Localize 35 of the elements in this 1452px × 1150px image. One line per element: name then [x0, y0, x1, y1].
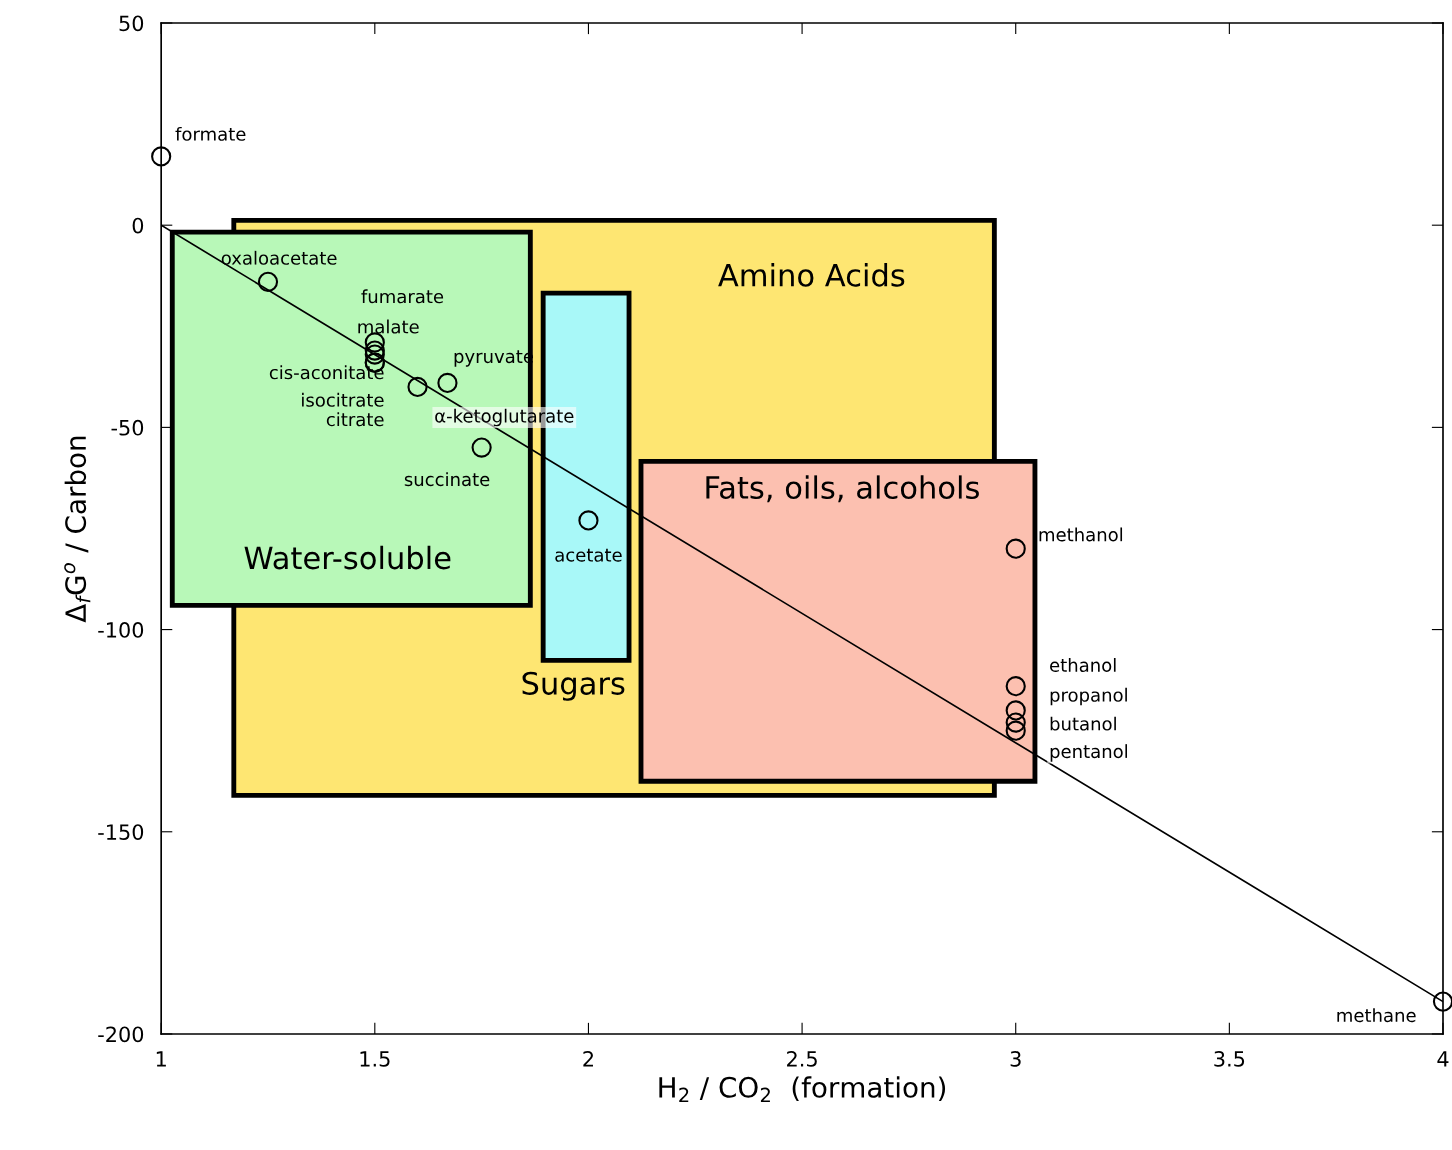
annotation: succinate [404, 472, 490, 487]
annotation: malate [358, 319, 419, 334]
x-tick-label: 2.5 [787, 1051, 817, 1067]
y-tick-label: 50 [119, 15, 144, 32]
y-tick-label: -200 [98, 1026, 144, 1043]
y-tick-label: 0 [132, 217, 144, 234]
series-label: Sugars [522, 671, 625, 701]
series-label: Water-soluble [244, 545, 451, 570]
annotation: pentanol [1050, 744, 1128, 762]
annotation: butanol [1050, 716, 1116, 731]
y-axis-title: Δ$_{f}$G$^{o}$ / Carbon [64, 436, 91, 623]
annotation: ethanol [1050, 658, 1116, 672]
annotation: isocitrate [302, 392, 384, 407]
annotation: cis-aconitate [269, 365, 384, 380]
y-tick-label: -50 [111, 419, 144, 436]
x-tick-label: 3.5 [1214, 1051, 1245, 1067]
x-tick-label: 2 [583, 1051, 593, 1067]
annotation: α-ketoglutarate [435, 408, 574, 427]
y-tick-label: -150 [98, 824, 144, 840]
annotation: oxaloacetate [221, 250, 337, 265]
annotation: formate [175, 126, 246, 141]
x-axis-title: H$_{2}$ / CO$_{2}$ (formation) [659, 1076, 946, 1103]
series-label: Amino Acids [718, 263, 905, 287]
x-tick-label: 1 [156, 1051, 166, 1067]
series-label: Fats, oils, alcohols [706, 475, 979, 503]
annotation: methanol [1039, 527, 1123, 542]
annotation: methane [1337, 1008, 1416, 1023]
annotation: acetate [555, 548, 622, 562]
x-tick-label: 4 [1437, 1051, 1449, 1067]
annotation: citrate [326, 412, 384, 427]
annotation: propanol [1050, 687, 1127, 706]
x-tick-label: 3 [1010, 1051, 1021, 1067]
annotation: fumarate [361, 289, 444, 304]
x-tick-label: 1.5 [360, 1051, 390, 1067]
y-tick-label: -100 [98, 622, 144, 638]
